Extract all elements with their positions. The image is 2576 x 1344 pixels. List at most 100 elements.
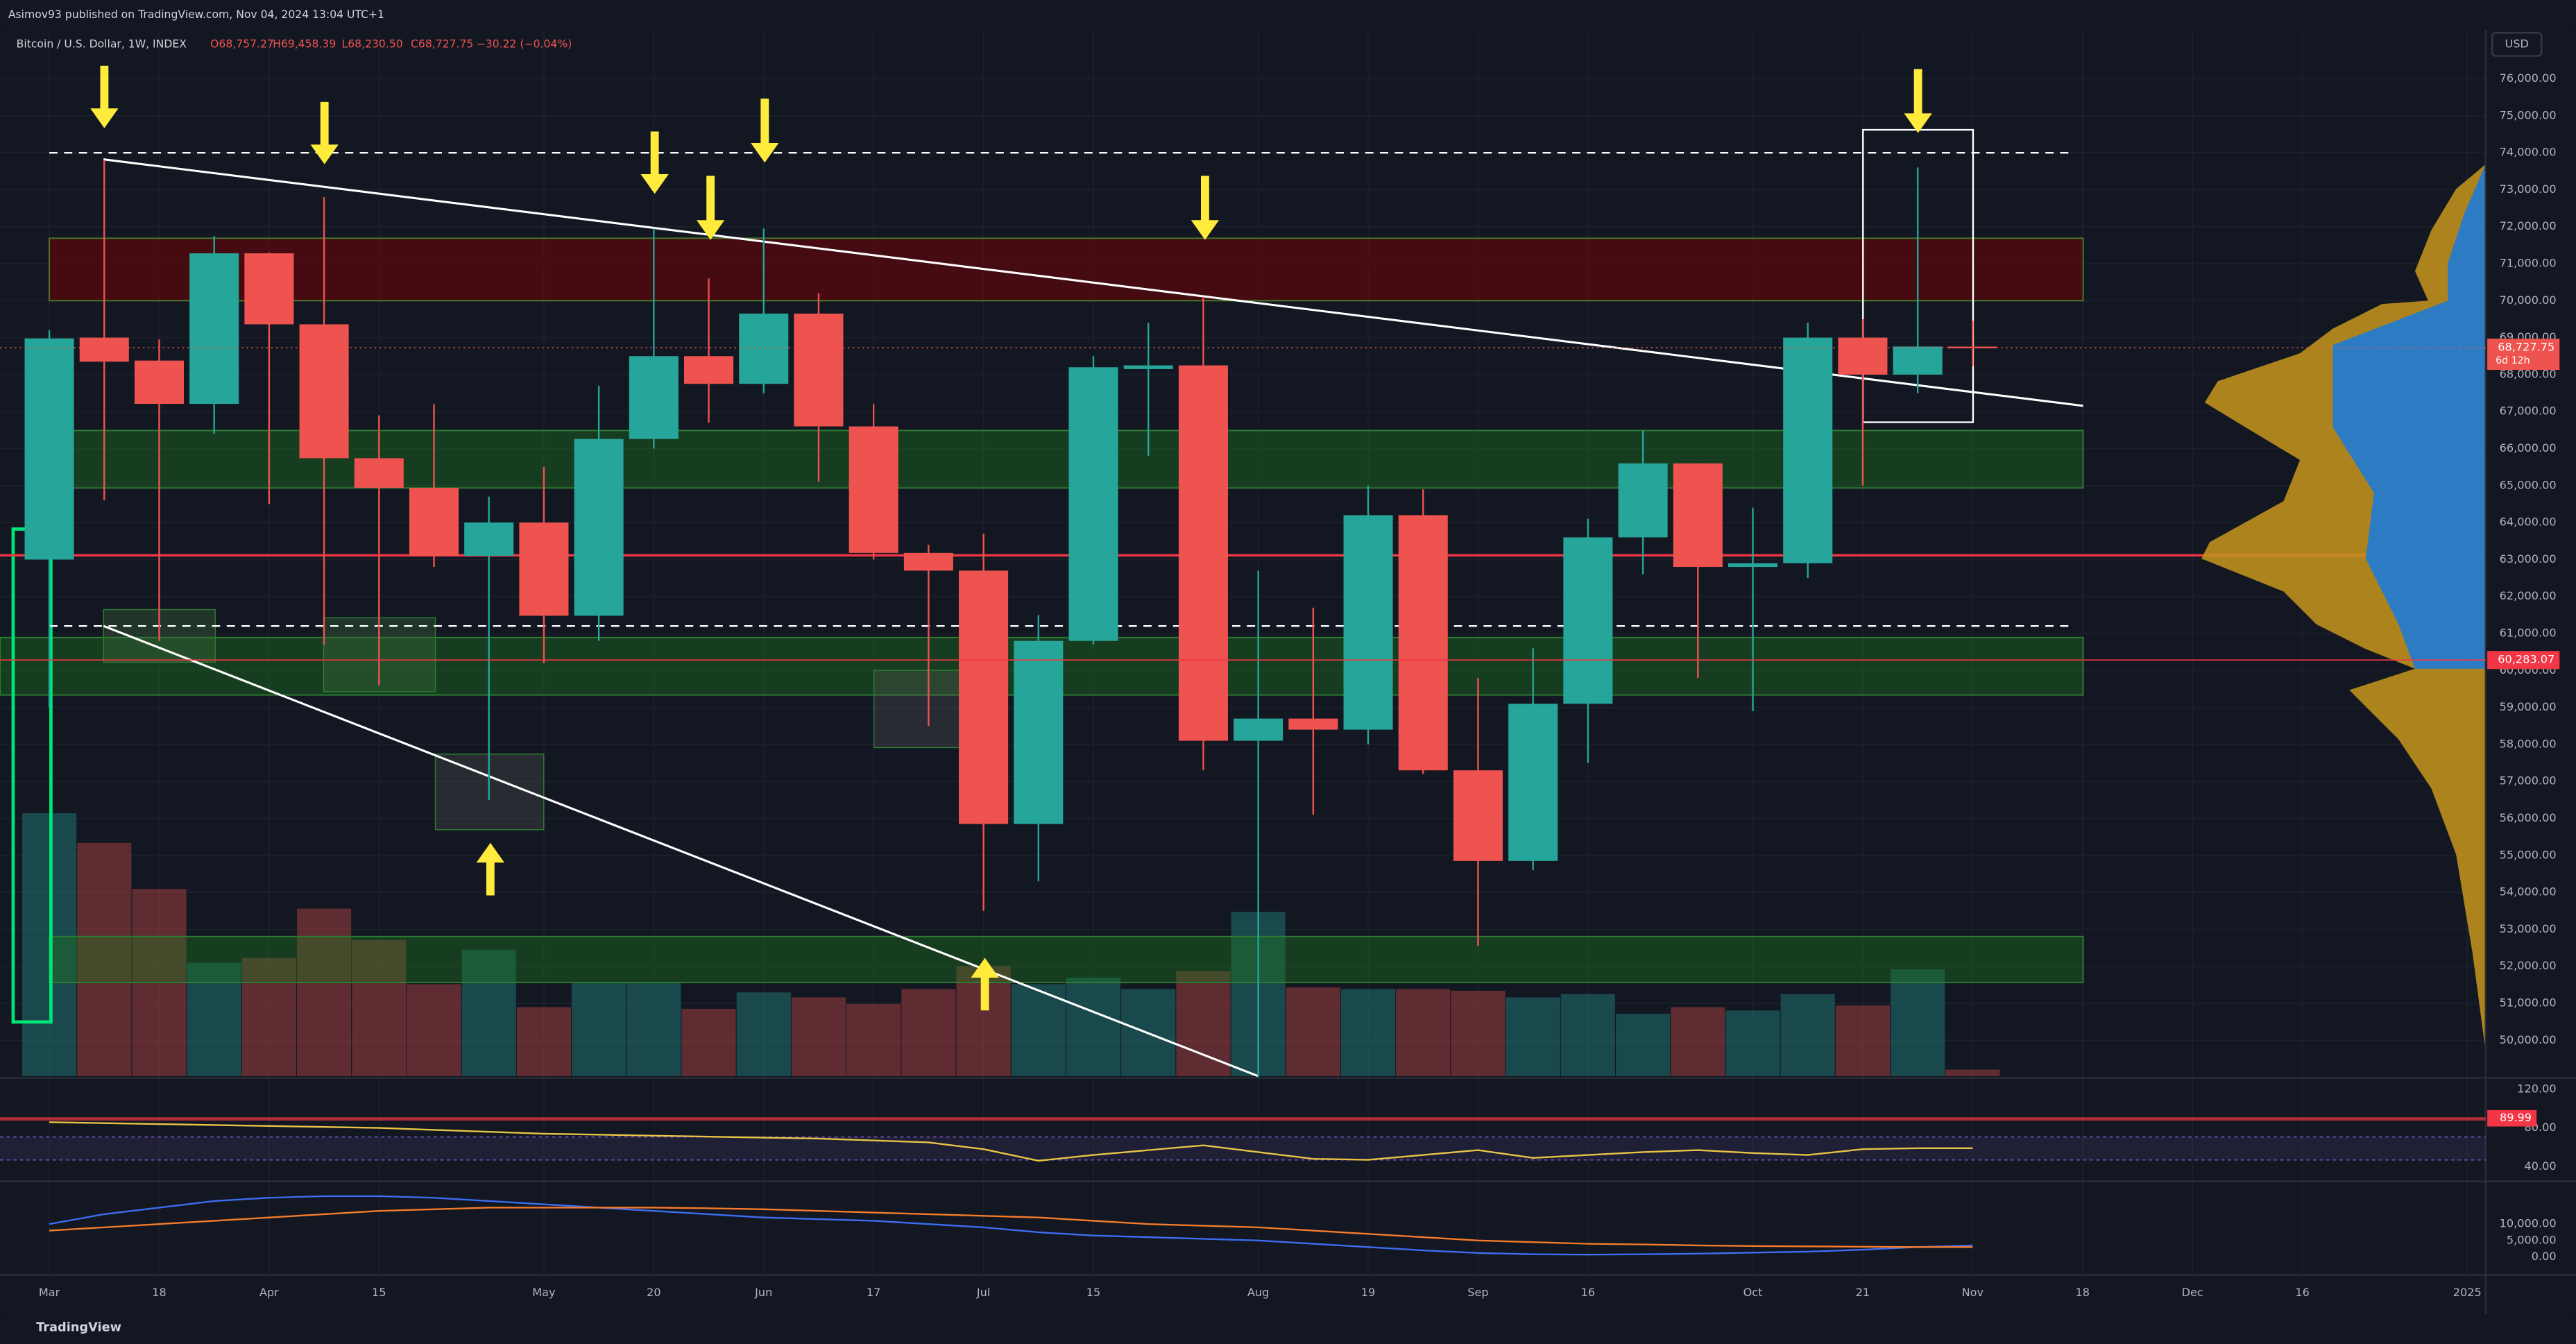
y-tick-label: 68,000.00: [2500, 367, 2557, 380]
volume-bar: [1176, 971, 1231, 1077]
candle-body: [1508, 704, 1558, 861]
candle-body: [848, 426, 898, 553]
candle-body: [1288, 718, 1338, 730]
candle-body: [1893, 346, 1943, 375]
volume-bar: [1505, 997, 1560, 1077]
x-tick-label: Oct: [1743, 1286, 1763, 1299]
x-tick-label: 19: [1361, 1286, 1375, 1299]
volume-bar: [241, 958, 296, 1077]
x-tick-label: Jul: [976, 1286, 990, 1299]
candle-body: [1618, 463, 1668, 538]
y-tick-label: 63,000.00: [2500, 552, 2557, 565]
ohlc-high: H69,458.39: [273, 37, 336, 50]
brand: TradingView: [36, 1320, 121, 1334]
volume-bar: [297, 908, 352, 1077]
x-tick-label: 16: [1581, 1286, 1595, 1299]
ohlc-close: C68,727.75: [411, 37, 473, 50]
rsi-tag: [2487, 1109, 2537, 1127]
trendline: [103, 624, 1259, 1078]
trendline: [103, 158, 2083, 407]
y-tick-label: 10,000.00: [2500, 1217, 2557, 1230]
volume-bar: [1286, 987, 1340, 1077]
volume-bar: [77, 842, 132, 1077]
candle-body: [299, 324, 349, 459]
symbol: Bitcoin / U.S. Dollar, 1W, INDEX: [17, 37, 187, 50]
x-tick-label: 18: [152, 1286, 166, 1299]
candle-body: [903, 552, 953, 571]
candle-body: [79, 337, 129, 362]
x-tick-label: Apr: [259, 1286, 279, 1299]
x-tick-label: Mar: [39, 1286, 60, 1299]
arrow-down: [640, 131, 669, 194]
candle-body: [684, 356, 734, 384]
price-tag-label: 60,283.07: [2498, 653, 2554, 666]
x-tick-label: Nov: [1962, 1286, 1984, 1299]
volume-bar: [516, 1007, 571, 1077]
y-tick-label: 64,000.00: [2500, 516, 2557, 529]
candle-body: [574, 439, 624, 616]
arrow-down: [1191, 176, 1220, 240]
candle-body: [354, 458, 404, 488]
x-tick-label: 15: [1086, 1286, 1100, 1299]
y-tick-label: 55,000.00: [2500, 848, 2557, 861]
volume-bar: [681, 1008, 736, 1077]
y-tick-label: 75,000.00: [2500, 108, 2557, 121]
y-tick-label: 120.00: [2517, 1082, 2556, 1095]
countdown: 6d 12h: [2496, 355, 2530, 366]
arrow-down: [697, 176, 725, 240]
overlay: 50,000.00 51,000.00 52,000.00 53,000.00 54,0…: [0, 71, 2560, 1299]
volume-bar: [901, 989, 956, 1077]
x-tick-label: 16: [2295, 1286, 2309, 1299]
candle-body: [1563, 537, 1613, 704]
candle-body: [1178, 365, 1228, 741]
candle-body: [959, 570, 1009, 824]
x-tick-label: 20: [647, 1286, 660, 1299]
candle-body: [519, 522, 569, 616]
candle-body: [1838, 337, 1888, 375]
volume-bar: [1616, 1014, 1671, 1077]
candle-body: [464, 522, 514, 556]
volume-bar: [1066, 977, 1121, 1077]
candle-body: [189, 253, 239, 405]
x-tick-label: Sep: [1467, 1286, 1488, 1299]
y-tick-label: 40.00: [2524, 1159, 2556, 1173]
x-tick-label: Jun: [754, 1286, 772, 1299]
rsi-band: [0, 1137, 2486, 1160]
candle-body: [244, 253, 294, 325]
candle-body: [1014, 640, 1064, 824]
volume-profile: [2332, 164, 2486, 669]
arrow-down: [90, 65, 119, 128]
candle-body: [739, 313, 789, 384]
candle-body: [1234, 718, 1283, 741]
volume-bar: [352, 939, 407, 1077]
y-tick-label: 53,000.00: [2500, 922, 2557, 935]
candle-body: [1783, 337, 1833, 563]
y-tick-label: 74,000.00: [2500, 146, 2557, 159]
x-tick-label: Dec: [2182, 1286, 2203, 1299]
y-tick-label: 54,000.00: [2500, 885, 2557, 899]
y-tick-label: 70,000.00: [2500, 294, 2557, 307]
candle-body: [1343, 515, 1393, 730]
resistance-zone: [49, 237, 2084, 302]
volume-bar: [626, 983, 681, 1077]
y-tick-label: 57,000.00: [2500, 774, 2557, 788]
y-tick-label: 73,000.00: [2500, 182, 2557, 196]
volume-bar: [461, 949, 516, 1077]
candles: [24, 160, 1997, 1078]
x-tick-label: 2025: [2453, 1286, 2482, 1299]
volume-bar: [1725, 1010, 1780, 1077]
currency: USD: [2505, 37, 2529, 50]
volume-bar: [187, 962, 241, 1077]
change: −30.22 (−0.04%): [477, 37, 572, 50]
y-tick-label: 72,000.00: [2500, 219, 2557, 232]
currency-box: [2491, 32, 2543, 57]
volume-bar: [1011, 984, 1066, 1077]
y-tick-label: 51,000.00: [2500, 996, 2557, 1010]
arrow-down: [1904, 69, 1932, 133]
volume-bar: [1945, 1069, 2000, 1077]
support-zone: [49, 935, 2084, 983]
volume-bar: [1451, 990, 1505, 1077]
ohlc-open: O68,757.27: [210, 37, 274, 50]
y-tick-label: 76,000.00: [2500, 71, 2557, 85]
